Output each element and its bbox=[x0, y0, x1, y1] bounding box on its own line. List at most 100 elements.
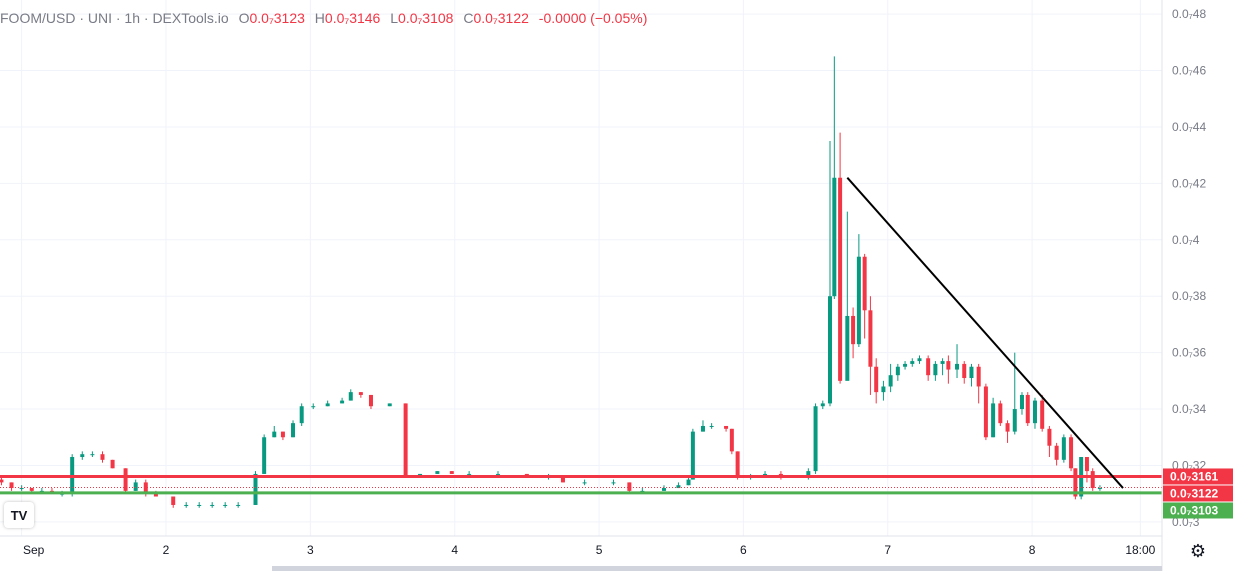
candle-body bbox=[1061, 437, 1066, 460]
trendline-group[interactable] bbox=[846, 177, 1124, 489]
candle-body bbox=[325, 403, 330, 407]
candle-body bbox=[184, 504, 189, 506]
x-tick-label: 18:00 bbox=[1125, 543, 1155, 557]
candle-body bbox=[845, 315, 850, 381]
candle-body bbox=[709, 425, 714, 427]
candle-body bbox=[100, 454, 105, 460]
price-label-bg bbox=[1163, 468, 1233, 485]
y-tick-label: 0.0₇4 bbox=[1172, 233, 1200, 247]
candles bbox=[0, 56, 1102, 508]
candle-body bbox=[1025, 394, 1030, 424]
candle-body bbox=[933, 363, 938, 376]
price-label: 0.0₇3161 bbox=[1170, 469, 1219, 483]
candle-body bbox=[143, 482, 148, 494]
candle-body bbox=[210, 504, 215, 506]
candle-body bbox=[983, 386, 988, 438]
candle-body bbox=[0, 479, 4, 483]
candle-body bbox=[856, 256, 861, 345]
candle-body bbox=[895, 366, 900, 376]
candle-body bbox=[862, 256, 867, 311]
candle-body bbox=[467, 473, 472, 475]
candle-body bbox=[348, 392, 353, 401]
candle-body bbox=[9, 482, 14, 489]
candle-body bbox=[955, 363, 960, 370]
horizontal-levels[interactable] bbox=[0, 474, 1162, 495]
candle-body bbox=[560, 476, 565, 483]
low-key: L bbox=[390, 10, 399, 26]
y-tick-label: 0.0₇44 bbox=[1172, 120, 1206, 134]
candle-body bbox=[940, 361, 945, 364]
candle-body bbox=[133, 482, 138, 491]
candle-body bbox=[838, 177, 843, 381]
candle-body bbox=[868, 310, 873, 367]
candle-body bbox=[991, 403, 996, 438]
candle-body bbox=[387, 403, 392, 407]
candle-body bbox=[19, 488, 24, 490]
y-tick-label: 0.0₇34 bbox=[1172, 402, 1206, 416]
candle-body bbox=[280, 431, 285, 438]
candle-body bbox=[969, 366, 974, 379]
candle-body bbox=[449, 471, 454, 474]
candle-body bbox=[197, 504, 202, 506]
candle-body bbox=[813, 406, 818, 472]
candle-body bbox=[123, 468, 128, 491]
high-value: 0.0₇3146 bbox=[324, 10, 381, 26]
y-tick-label: 0.0₇48 bbox=[1172, 7, 1206, 21]
candle-body bbox=[236, 504, 241, 506]
candle-body bbox=[735, 451, 740, 477]
candle-body bbox=[874, 366, 879, 393]
candle-body bbox=[888, 375, 893, 387]
price-label: 0.0₇3122 bbox=[1170, 486, 1219, 500]
candle-body bbox=[171, 496, 176, 505]
tradingview-logo-icon[interactable]: TV bbox=[4, 502, 34, 528]
gear-icon[interactable]: ⚙ bbox=[1189, 541, 1207, 561]
x-tick-label: 5 bbox=[596, 543, 603, 557]
candle-body bbox=[611, 482, 616, 484]
candle-body bbox=[820, 403, 825, 407]
candle-body bbox=[1073, 468, 1078, 497]
low-value: 0.0₇3108 bbox=[398, 10, 454, 26]
candle-body bbox=[1047, 428, 1052, 446]
candle-body bbox=[80, 454, 85, 458]
candle-body bbox=[690, 431, 695, 480]
candle-body bbox=[946, 361, 951, 370]
candle-body bbox=[828, 296, 832, 404]
candle-body bbox=[627, 482, 632, 491]
grid-lines bbox=[0, 0, 1162, 536]
symbol-label: FOOM/USD · UNI · 1h · DEXTools.io bbox=[0, 10, 229, 26]
candle-body bbox=[299, 406, 304, 424]
trendline[interactable] bbox=[846, 177, 1124, 489]
candle-body bbox=[1005, 423, 1010, 432]
candle-body bbox=[1054, 445, 1059, 460]
candle-body bbox=[1012, 409, 1017, 432]
candle-body bbox=[903, 363, 908, 367]
candle-body bbox=[1090, 471, 1095, 489]
candle-body bbox=[998, 403, 1003, 424]
candle-body bbox=[1097, 488, 1102, 490]
x-tick-label: 3 bbox=[307, 543, 314, 557]
open-value: 0.0₇3123 bbox=[249, 10, 305, 26]
candle-body bbox=[724, 425, 729, 429]
x-tick-label: 6 bbox=[740, 543, 747, 557]
x-tick-label: 8 bbox=[1029, 543, 1036, 557]
candle-body bbox=[881, 386, 886, 393]
candle-body bbox=[832, 177, 837, 297]
close-value: 0.0₇3122 bbox=[473, 10, 529, 26]
y-tick-label: 0.0₇38 bbox=[1172, 289, 1206, 303]
candle-body bbox=[976, 366, 981, 387]
close-key: C bbox=[463, 10, 474, 26]
candle-body bbox=[926, 358, 931, 376]
axes: 0.0₇48 0.0₇46 0.0₇44 0.0₇42 0.0₇4 0.0₇38 0.0₇3… bbox=[0, 0, 1206, 571]
candle-body bbox=[910, 361, 915, 364]
candle-body bbox=[1084, 457, 1089, 472]
candle-body bbox=[272, 431, 277, 438]
x-tick-label: 2 bbox=[163, 543, 170, 557]
y-tick-label: 0.0₇42 bbox=[1172, 176, 1206, 190]
time-scrollbar[interactable] bbox=[272, 566, 1162, 571]
open-key: O bbox=[238, 10, 250, 26]
candle-body bbox=[496, 473, 500, 475]
candle-body bbox=[582, 482, 587, 484]
candle-body bbox=[1019, 394, 1024, 410]
